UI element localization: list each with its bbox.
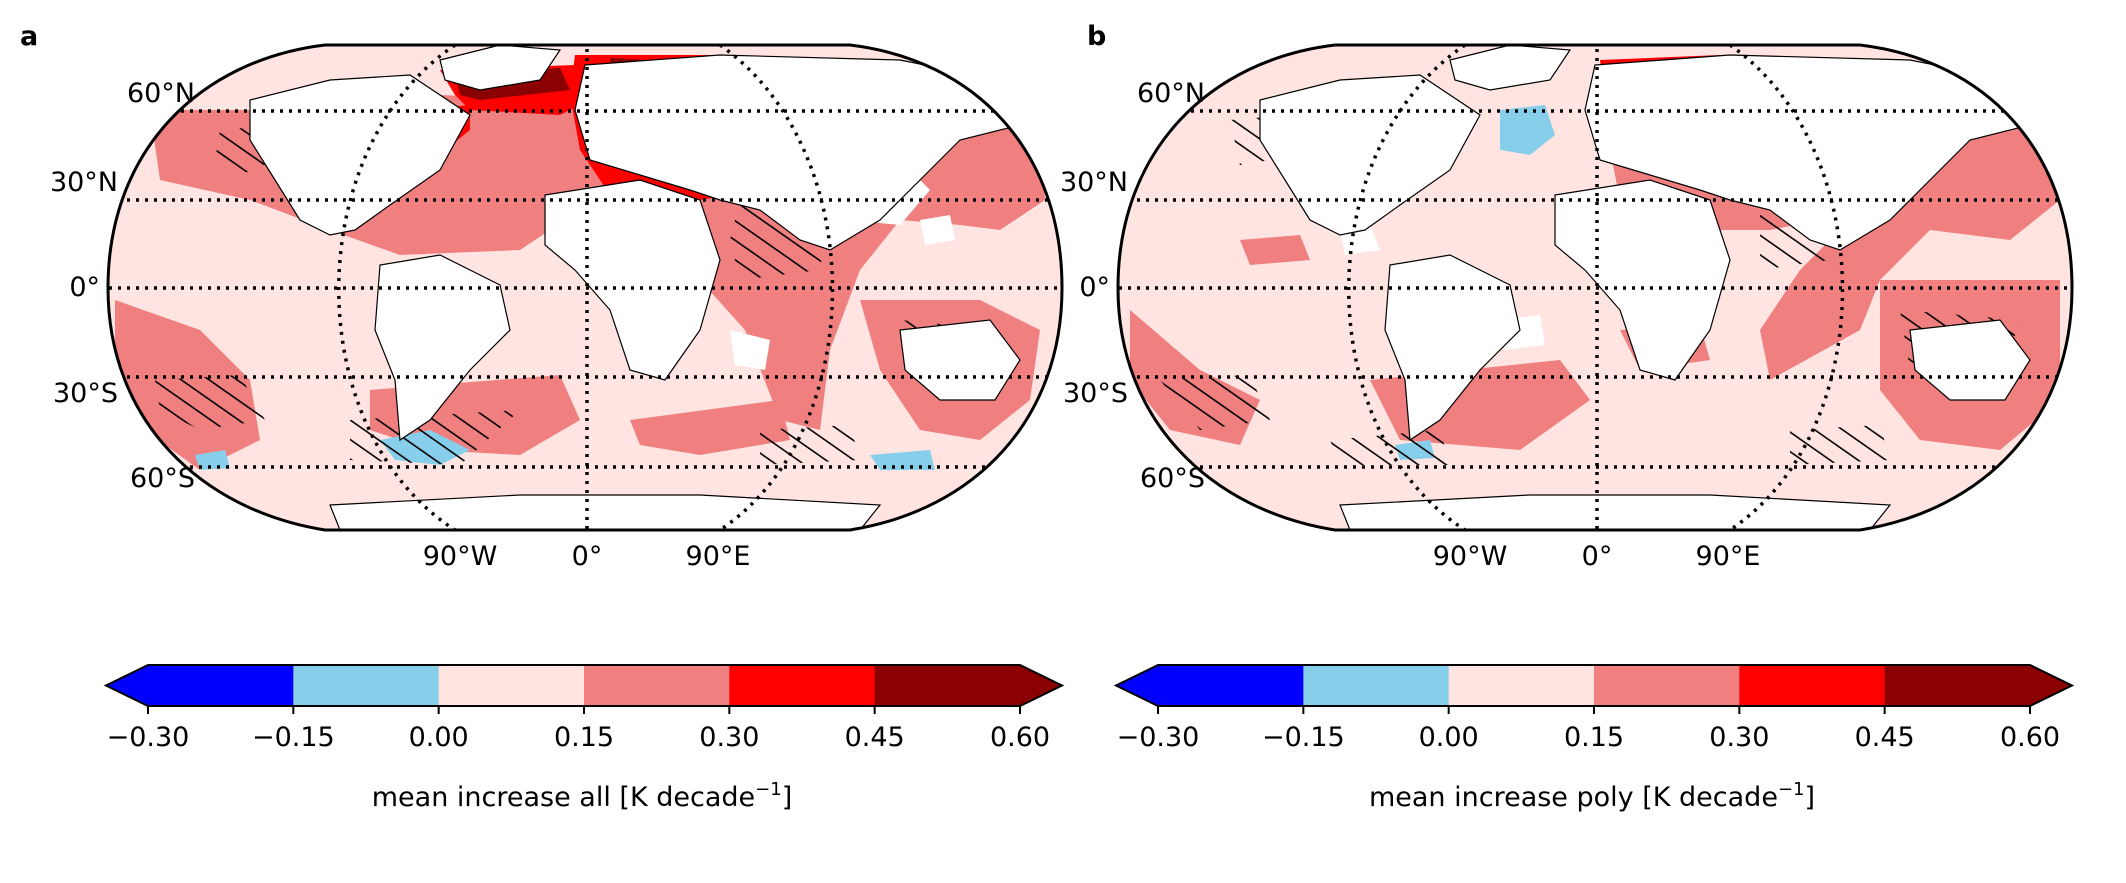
panel-b-colorbar-tick-label: 0.15 [1564,722,1624,753]
panel-b-colorbar-bin [1158,665,1304,706]
panel-a-lat-label-0: 0° [69,272,100,303]
panel-a-lon-label-90e: 90°E [686,541,751,572]
panel-a-field [108,45,1062,530]
panel-b-colorbar-bin [1303,665,1450,706]
panel-a-map-border [106,43,1064,532]
panel-b-lon-label-0: 0° [1582,541,1613,572]
panel-a-colorbar-tick-label: −0.15 [252,722,335,753]
panel-a-lat-label-30n: 30°N [50,167,118,198]
panel-b-colorbar-extend-max [2030,665,2072,706]
panel-a-colorbar-tick-label: 0.30 [699,722,759,753]
panel-b-gridlines [1118,45,2072,530]
panel-b-lat-label-60s: 60°S [1140,463,1205,494]
panel-b-colorbar-tick-label: −0.15 [1262,722,1345,753]
panel-a-colorbar-bin [874,665,1021,706]
panel-a-colorbar-tick-label: 0.45 [845,722,905,753]
panel-a-colorbar-tick-label: −0.30 [107,722,190,753]
panel-a-colorbar-tick-label: 0.00 [409,722,469,753]
panel-a-letter: a [20,21,38,52]
panel-b-colorbar-tick-label: −0.30 [1117,722,1200,753]
panel-b-colorbar-tick-label: 0.45 [1855,722,1915,753]
panel-a-lat-label-30s: 30°S [53,378,118,409]
panel-b-colorbar-tick-label: 0.00 [1419,722,1479,753]
panel-a-colorbar-bin [148,665,294,706]
panel-a-colorbar-tick-label: 0.60 [990,722,1050,753]
panel-a-colorbar-bin [293,665,440,706]
panel-b-lon-label-90e: 90°E [1696,541,1761,572]
panel-a-colorbar-extend-max [1020,665,1062,706]
panel-a-gridlines [108,45,1062,530]
panel-b-colorbar-tick-label: 0.30 [1709,722,1769,753]
panel-a-land [249,45,1042,530]
panel-a-lat-label-60s: 60°S [130,463,195,494]
panel-b-colorbar-label: mean increase poly [K decade−1] [1369,779,1815,813]
panel-b-colorbar-bin [1594,665,1740,706]
panel-b-colorbar-extend-min [1116,665,1158,706]
panel-b-colorbar-bin [1884,665,2031,706]
panel-b-lat-label-60n: 60°N [1137,78,1205,109]
panel-b-colorbar-tick-label: 0.60 [2000,722,2060,753]
panel-b-colorbar-bin [1448,665,1595,706]
panel-a-colorbar-bin [584,665,730,706]
panel-a-map [106,43,1064,532]
panel-b-field [1118,45,2072,530]
panel-b-colorbar-bin [1739,665,1886,706]
panel-a-colorbar: −0.30 −0.15 0.00 0.15 0.30 0.45 0.60 [103,664,1065,753]
panel-a-colorbar-extend-min [106,665,148,706]
panel-a-lon-label-0: 0° [572,541,603,572]
panel-a-colorbar-tick-label: 0.15 [554,722,614,753]
panel-b-letter: b [1087,21,1106,52]
panel-a-lat-label-60n: 60°N [127,78,195,109]
panel-a-colorbar-bin [438,665,585,706]
panel-b-colorbar: −0.30 −0.15 0.00 0.15 0.30 0.45 0.60 [1113,664,2075,753]
panel-b-lat-label-30s: 30°S [1063,378,1128,409]
panel-a-lon-label-90w: 90°W [423,541,498,572]
panel-b-lat-label-30n: 30°N [1060,167,1128,198]
panel-b-lat-label-0: 0° [1079,272,1110,303]
panel-b-map [1116,43,2074,532]
panel-b-lon-label-90w: 90°W [1433,541,1508,572]
panel-b-map-border [1116,43,2074,532]
panel-a-colorbar-label: mean increase all [K decade−1] [372,779,792,813]
panel-a-colorbar-bin [729,665,876,706]
